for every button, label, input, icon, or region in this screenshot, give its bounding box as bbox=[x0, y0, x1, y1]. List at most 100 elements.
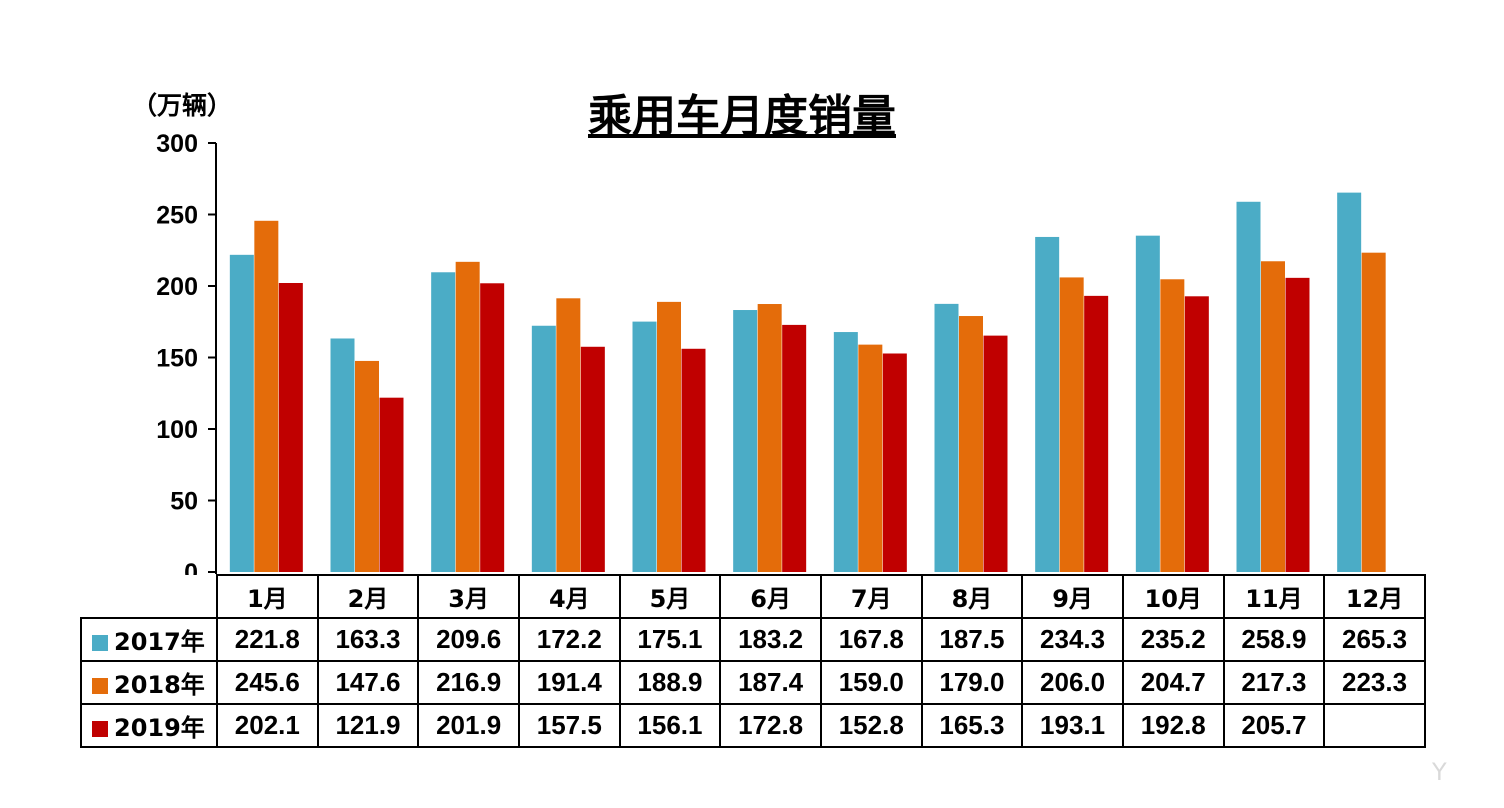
bar-2018年-11月 bbox=[1261, 261, 1285, 572]
data-label: 159.0 bbox=[819, 660, 923, 705]
series-name: 2017年 bbox=[114, 628, 205, 656]
data-label: 121.9 bbox=[316, 703, 420, 748]
data-label: 183.2 bbox=[719, 617, 822, 662]
x-tick-label: 10月 bbox=[1121, 574, 1225, 619]
table-header-row: 1月 2月 3月 4月 5月 6月 7月 8月 9月 10月 11月 12月 bbox=[81, 574, 1426, 619]
data-label: 172.2 bbox=[517, 617, 621, 662]
data-label: 206.0 bbox=[1021, 660, 1124, 705]
series-name: 2018年 bbox=[114, 671, 205, 699]
data-label: 193.1 bbox=[1021, 703, 1124, 748]
bar-2018年-7月 bbox=[858, 344, 883, 572]
bar-2018年-3月 bbox=[455, 261, 480, 572]
data-table: 1月 2月 3月 4月 5月 6月 7月 8月 9月 10月 11月 12月 2017年 221.8 163… bbox=[80, 574, 1426, 748]
y-tick-label: 50 bbox=[170, 488, 198, 516]
x-tick-label: 4月 bbox=[517, 574, 621, 619]
data-label: 265.3 bbox=[1323, 617, 1426, 662]
legend-swatch bbox=[92, 721, 108, 737]
x-tick-label: 3月 bbox=[417, 574, 520, 619]
bar-2019年-10月 bbox=[1184, 296, 1209, 572]
data-label: 202.1 bbox=[216, 703, 319, 748]
data-label: 204.7 bbox=[1121, 660, 1225, 705]
y-tick-label: 300 bbox=[156, 130, 198, 158]
bar-2017年-7月 bbox=[833, 332, 858, 572]
y-tick-label: 250 bbox=[156, 202, 198, 230]
bar-2019年-4月 bbox=[580, 346, 605, 572]
legend-swatch bbox=[92, 678, 108, 694]
legend-entry: 2017年 bbox=[80, 617, 218, 662]
x-tick-label: 6月 bbox=[719, 574, 822, 619]
data-label: 167.8 bbox=[819, 617, 923, 662]
bar-2019年-6月 bbox=[782, 324, 807, 572]
data-label: 157.5 bbox=[517, 703, 621, 748]
table-corner bbox=[81, 575, 218, 619]
x-tick-label: 12月 bbox=[1323, 574, 1426, 619]
data-label: 234.3 bbox=[1021, 617, 1124, 662]
x-tick-label: 2月 bbox=[316, 574, 420, 619]
bar-2017年-5月 bbox=[632, 321, 657, 572]
bar-chart-plot: 0 50 100 150 200 250 300 bbox=[156, 130, 1386, 575]
watermark-logo: Y bbox=[1432, 758, 1447, 786]
bar-2017年-3月 bbox=[431, 272, 456, 572]
table-row: 2017年 221.8 163.3 209.6 172.2 175.1 183.2 167.8… bbox=[80, 617, 1426, 662]
bar-2017年-11月 bbox=[1236, 201, 1261, 572]
data-label: 163.3 bbox=[316, 617, 420, 662]
bar-2019年-5月 bbox=[681, 348, 706, 572]
x-tick-label: 7月 bbox=[819, 574, 923, 619]
data-label: 187.4 bbox=[719, 660, 822, 705]
data-label: 172.8 bbox=[719, 703, 822, 748]
bar-2017年-10月 bbox=[1135, 235, 1160, 572]
x-tick-label: 8月 bbox=[920, 574, 1024, 619]
bar-2019年-3月 bbox=[480, 283, 505, 572]
bar-2018年-9月 bbox=[1059, 277, 1084, 572]
bar-2019年-8月 bbox=[983, 335, 1008, 572]
legend-entry: 2018年 bbox=[80, 660, 218, 705]
data-label: 217.3 bbox=[1222, 660, 1326, 705]
data-label: 165.3 bbox=[920, 703, 1024, 748]
bar-2018年-6月 bbox=[757, 304, 782, 572]
x-tick-label: 11月 bbox=[1222, 574, 1326, 619]
data-label: 152.8 bbox=[819, 703, 923, 748]
legend-entry: 2019年 bbox=[80, 703, 218, 748]
bar-2019年-7月 bbox=[882, 353, 907, 572]
bar-2018年-4月 bbox=[556, 298, 581, 572]
bar-2017年-1月 bbox=[229, 254, 254, 573]
bar-2019年-2月 bbox=[379, 397, 404, 572]
y-tick-label: 100 bbox=[156, 416, 198, 444]
bar-2019年-9月 bbox=[1084, 295, 1109, 572]
bar-2018年-12月 bbox=[1361, 252, 1386, 572]
y-tick-label: 150 bbox=[156, 345, 198, 373]
data-label: 201.9 bbox=[417, 703, 520, 748]
x-tick-label: 9月 bbox=[1021, 574, 1124, 619]
data-label: 223.3 bbox=[1323, 660, 1426, 705]
series-name: 2019年 bbox=[114, 714, 205, 742]
x-tick-label: 5月 bbox=[618, 574, 722, 619]
data-label: 235.2 bbox=[1121, 617, 1225, 662]
bar-2017年-8月 bbox=[934, 303, 959, 572]
data-label: 216.9 bbox=[417, 660, 520, 705]
bar-2018年-10月 bbox=[1160, 279, 1185, 572]
unit-label: （万辆） bbox=[132, 91, 233, 120]
data-label: 179.0 bbox=[920, 660, 1024, 705]
bar-2017年-12月 bbox=[1337, 192, 1362, 572]
bar-2017年-6月 bbox=[733, 310, 758, 572]
bar-2019年-1月 bbox=[278, 282, 303, 572]
bar-2017年-2月 bbox=[330, 338, 355, 572]
data-label: 209.6 bbox=[417, 617, 520, 662]
data-label: 147.6 bbox=[316, 660, 420, 705]
data-label: 188.9 bbox=[618, 660, 722, 705]
x-tick-label: 1月 bbox=[216, 574, 319, 619]
y-tick-label: 0 bbox=[184, 559, 198, 575]
bar-2018年-5月 bbox=[657, 301, 681, 572]
bar-2019年-11月 bbox=[1285, 277, 1310, 572]
data-label: 187.5 bbox=[920, 617, 1024, 662]
data-label: 156.1 bbox=[618, 703, 722, 748]
data-label: 205.7 bbox=[1222, 703, 1326, 748]
bar-2018年-2月 bbox=[355, 360, 379, 572]
bar-2017年-4月 bbox=[531, 325, 556, 572]
data-label: 192.8 bbox=[1121, 703, 1225, 748]
data-label: 258.9 bbox=[1222, 617, 1326, 662]
y-tick-label: 200 bbox=[156, 273, 198, 301]
data-label: 245.6 bbox=[216, 660, 319, 705]
data-label: 191.4 bbox=[517, 660, 621, 705]
